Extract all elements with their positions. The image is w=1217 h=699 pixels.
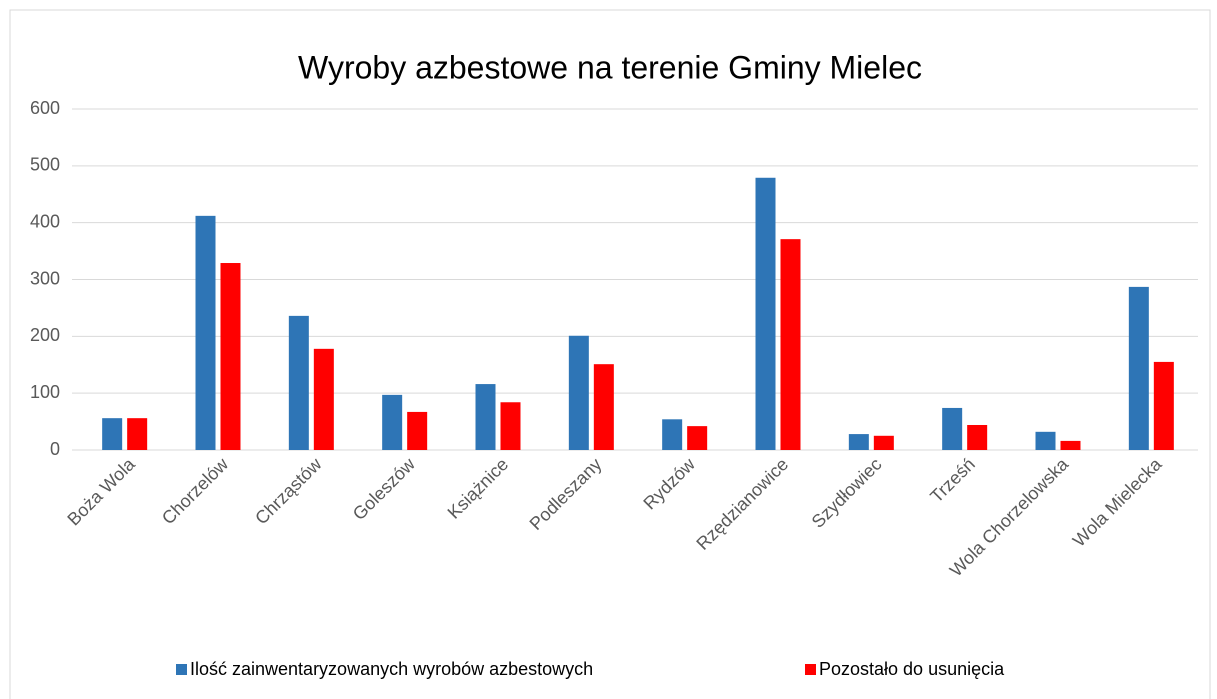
bar xyxy=(967,424,988,450)
bar xyxy=(662,419,683,450)
bar xyxy=(1060,440,1081,450)
bar xyxy=(407,411,428,450)
bar xyxy=(1128,286,1149,450)
bar xyxy=(195,215,216,450)
bar xyxy=(382,394,403,450)
chart-border xyxy=(9,9,1211,699)
bar xyxy=(1153,361,1174,450)
bar xyxy=(755,177,776,451)
chart-title: Wyroby azbestowe na terenie Gminy Mielec xyxy=(298,49,922,85)
legend-swatch xyxy=(176,664,187,675)
bar xyxy=(220,263,241,450)
legend-label: Ilość zainwentaryzowanych wyrobów azbest… xyxy=(190,659,593,679)
y-tick-label: 300 xyxy=(30,268,60,288)
bar xyxy=(687,426,708,450)
legend-swatch xyxy=(805,664,816,675)
y-tick-label: 100 xyxy=(30,382,60,402)
bar xyxy=(568,335,589,450)
bar xyxy=(848,434,869,450)
y-tick-label: 400 xyxy=(30,211,60,231)
y-tick-label: 600 xyxy=(30,98,60,118)
bar xyxy=(873,435,894,450)
bar xyxy=(1035,431,1056,450)
bar xyxy=(500,402,521,450)
legend-label: Pozostało do usunięcia xyxy=(819,659,1005,679)
bar xyxy=(593,364,614,450)
bar xyxy=(288,315,309,450)
y-tick-label: 200 xyxy=(30,325,60,345)
bar xyxy=(475,384,496,450)
bar xyxy=(942,407,963,450)
y-tick-label: 0 xyxy=(50,439,60,459)
y-tick-label: 500 xyxy=(30,155,60,175)
bar xyxy=(102,418,123,450)
bar xyxy=(127,418,148,450)
bar xyxy=(313,348,334,450)
bar xyxy=(780,239,801,450)
